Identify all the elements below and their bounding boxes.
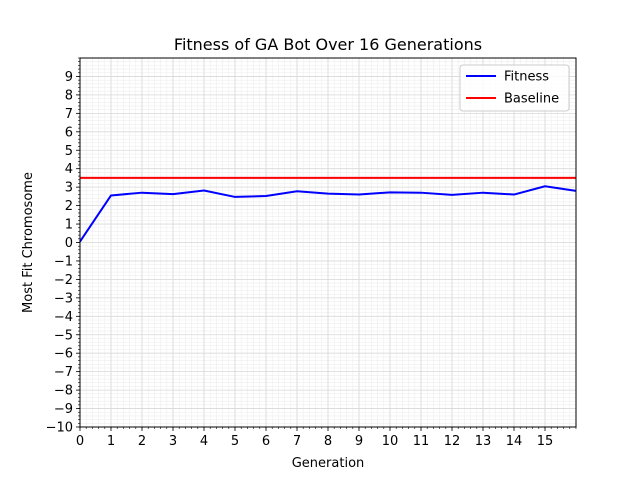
y-tick-label: −5 xyxy=(54,328,73,343)
major-grid xyxy=(79,58,576,428)
x-tick-label: 6 xyxy=(262,434,270,449)
legend-label-fitness: Fitness xyxy=(504,70,549,85)
series-layer xyxy=(79,176,577,243)
y-tick-label: 3 xyxy=(65,181,73,196)
y-tick-label: 7 xyxy=(65,107,73,122)
x-tick-label: 12 xyxy=(444,434,461,449)
x-tick-label: 2 xyxy=(138,434,146,449)
x-tick-label: 7 xyxy=(293,434,301,449)
y-tick-label: 5 xyxy=(65,144,73,159)
y-tick-label: −9 xyxy=(54,402,73,417)
y-tick-label: −4 xyxy=(54,310,73,325)
x-tick-label: 15 xyxy=(537,434,554,449)
x-tick-label: 11 xyxy=(413,434,430,449)
y-tick-label: 8 xyxy=(65,88,73,103)
x-tick-label: 14 xyxy=(506,434,523,449)
series-line-fitness xyxy=(79,185,577,243)
y-axis-label: Most Fit Chromosome xyxy=(21,172,36,313)
x-tick-label: 9 xyxy=(355,434,363,449)
chart-title: Fitness of GA Bot Over 16 Generations xyxy=(174,35,482,54)
y-tick-label: −1 xyxy=(54,254,73,269)
y-tick-label: 9 xyxy=(65,70,73,85)
x-tick-label: 1 xyxy=(107,434,115,449)
y-tick-label: −10 xyxy=(46,421,73,436)
y-tick-label: −2 xyxy=(54,273,73,288)
y-tick-label: −7 xyxy=(54,365,73,380)
x-tick-label: 5 xyxy=(231,434,239,449)
y-tick-label: −3 xyxy=(54,291,73,306)
x-tick-label: 3 xyxy=(169,434,177,449)
x-axis: 0 1 2 3 4 5 6 7 8 9 10 11 12 13 14 15 xyxy=(76,427,577,449)
y-tick-label: 6 xyxy=(65,125,73,140)
x-axis-label: Generation xyxy=(292,456,365,471)
y-tick-label: 2 xyxy=(65,199,73,214)
x-tick-label: 10 xyxy=(382,434,399,449)
y-tick-label: 0 xyxy=(65,236,73,251)
x-tick-label: 13 xyxy=(475,434,492,449)
y-tick-label: 1 xyxy=(65,218,73,233)
x-tick-label: 4 xyxy=(200,434,208,449)
y-tick-label: −8 xyxy=(54,384,73,399)
x-tick-label: 0 xyxy=(76,434,84,449)
y-tick-label: −6 xyxy=(54,347,73,362)
y-tick-label: 4 xyxy=(65,162,73,177)
x-tick-label: 8 xyxy=(324,434,332,449)
legend-label-baseline: Baseline xyxy=(504,92,559,107)
legend: Fitness Baseline xyxy=(459,64,570,112)
